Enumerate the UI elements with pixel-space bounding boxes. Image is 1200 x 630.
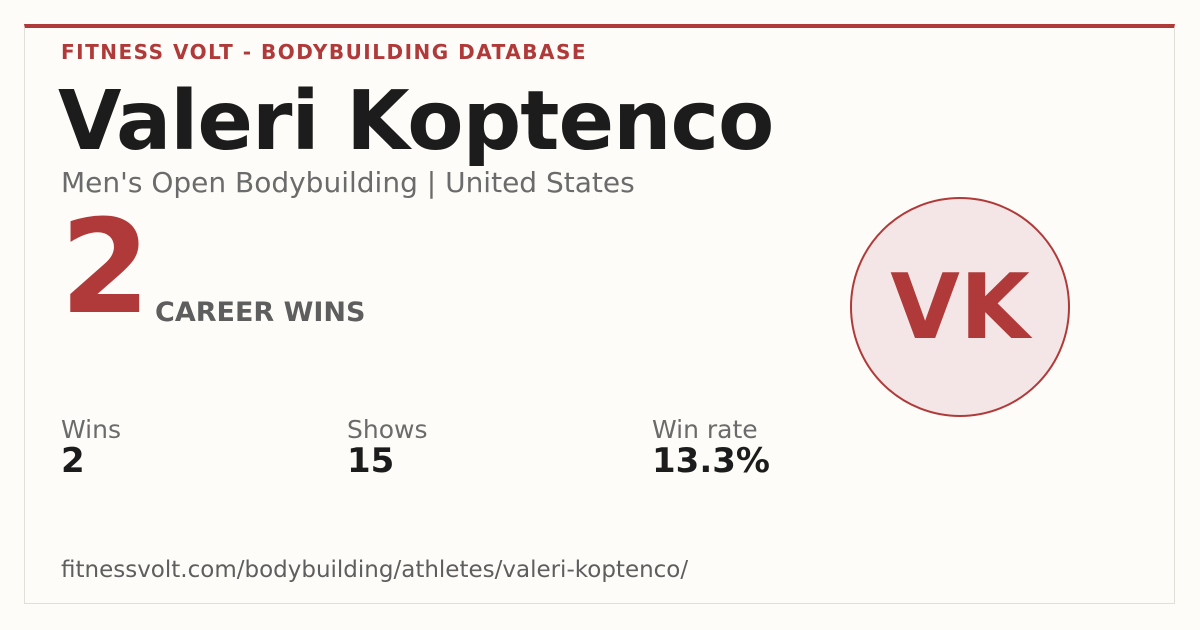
subtitle: Men's Open Bodybuilding | United States — [61, 166, 635, 199]
avatar: VK — [850, 197, 1070, 417]
stat-label: Win rate — [652, 415, 758, 444]
stat-value: 13.3% — [652, 441, 770, 481]
stat: Wins 2 — [61, 415, 121, 478]
brand: FITNESS VOLT - BODYBUILDING DATABASE — [61, 40, 588, 64]
stat: Win rate 13.3% — [652, 415, 770, 478]
url: fitnessvolt.com/bodybuilding/athletes/va… — [61, 557, 689, 583]
hero-label: CAREER WINS — [155, 297, 366, 328]
athlete-name: Valeri Koptenco — [58, 74, 774, 169]
stat-value: 2 — [61, 441, 85, 481]
hero-number: 2 — [60, 191, 151, 343]
stat: Shows 15 — [347, 415, 427, 478]
stat-label: Wins — [61, 415, 121, 444]
stat-label: Shows — [347, 415, 428, 444]
stat-value: 15 — [347, 441, 395, 481]
